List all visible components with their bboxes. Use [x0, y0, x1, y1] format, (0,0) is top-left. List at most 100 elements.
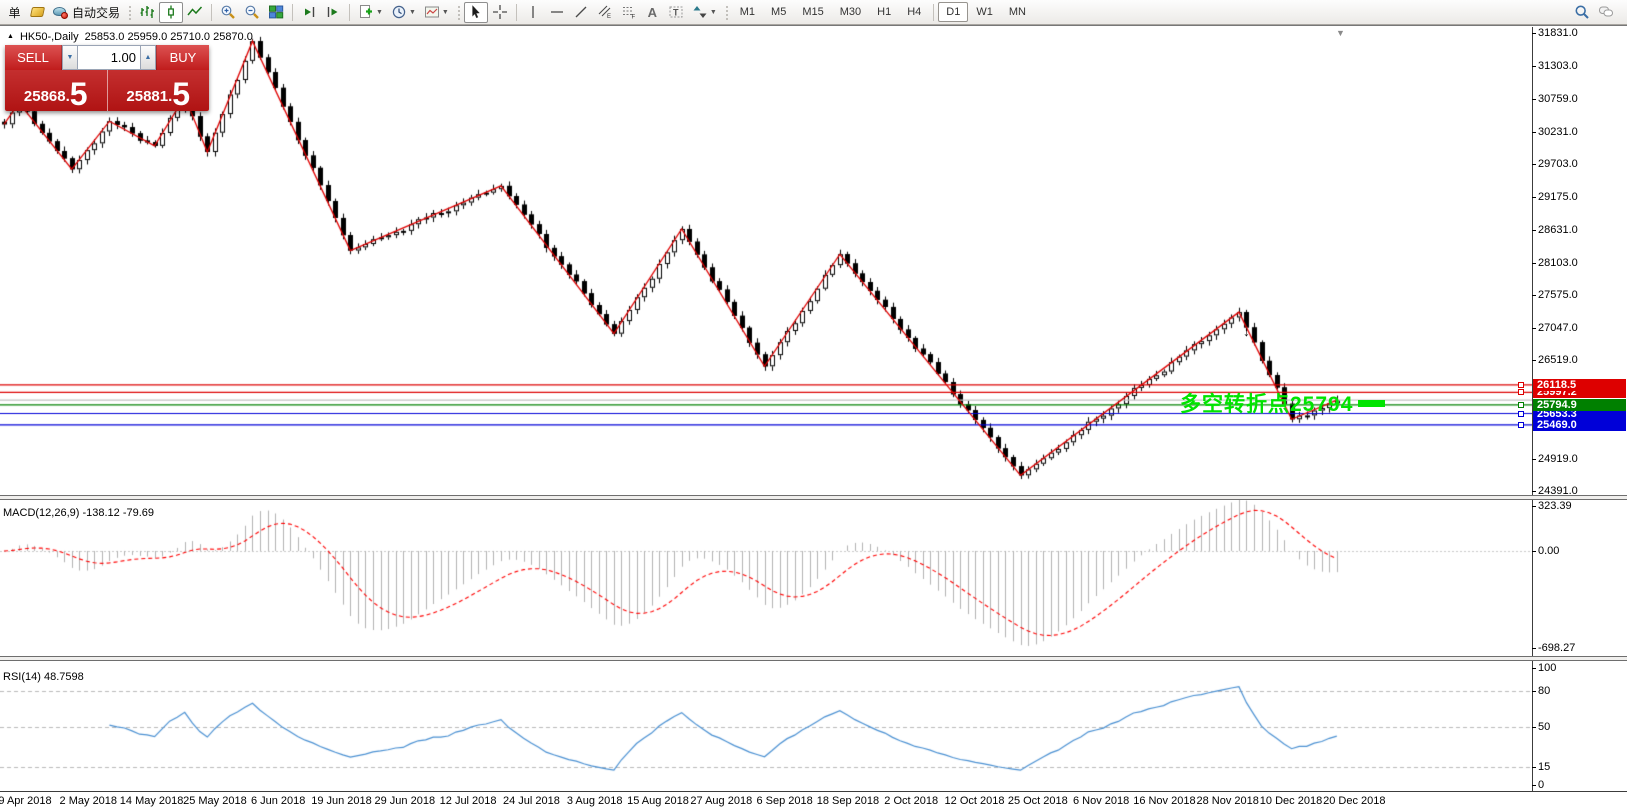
chart-shift-marker-icon[interactable]: ▼ — [1336, 28, 1345, 38]
zoom-out-icon — [245, 5, 259, 19]
timeframe-button-d1[interactable]: D1 — [938, 2, 969, 22]
search-button[interactable] — [1570, 2, 1594, 23]
rsi-axis-label: 0 — [1538, 779, 1545, 792]
timeframe-button-m30[interactable]: M30 — [839, 6, 862, 18]
market-watch-button[interactable] — [26, 2, 49, 23]
timeframe-button-m5[interactable]: M5 — [771, 6, 787, 18]
toolbar-drag-handle[interactable] — [455, 3, 461, 21]
volume-increase-button[interactable]: ▲ — [140, 45, 156, 70]
zoom-in-button[interactable] — [216, 2, 240, 23]
volume-input[interactable]: 1.00 — [78, 45, 140, 70]
vertical-line-icon — [532, 6, 534, 18]
fibonacci-icon: F — [622, 7, 635, 20]
collapse-triangle-icon[interactable]: ▲ — [7, 32, 14, 40]
line-chart-button[interactable] — [183, 2, 207, 23]
vertical-line-button[interactable] — [521, 2, 545, 23]
autotrade-label: 自动交易 — [72, 5, 121, 20]
timeframe-button-h4[interactable]: H4 — [907, 6, 922, 18]
horizontal-line-button[interactable] — [545, 2, 569, 23]
symbol-period-label: HK50-,Daily — [19, 31, 79, 43]
toolbar-drag-handle[interactable] — [127, 3, 133, 21]
trendline-button[interactable] — [569, 2, 593, 23]
horizontal-line-icon — [550, 11, 563, 13]
new-chart-icon — [360, 5, 373, 18]
arrows-button[interactable]: ▼ — [688, 2, 721, 23]
date-axis-label: 16 Nov 2018 — [1133, 795, 1196, 807]
bid-price[interactable]: 25868. 5 — [5, 70, 107, 111]
chart-shift-icon — [327, 7, 338, 17]
chart-annotation-text[interactable]: 多空转折点25794 — [1180, 393, 1354, 416]
level-price-badge: 26118.5 — [1533, 378, 1626, 391]
rsi-pane-canvas[interactable] — [0, 661, 1532, 791]
price-axis-label: 29175.0 — [1538, 190, 1578, 203]
macd-pane-canvas[interactable] — [0, 500, 1532, 656]
periods-button[interactable]: ▼ — [387, 2, 420, 23]
date-axis-label: 25 Oct 2018 — [1007, 795, 1068, 807]
down-arrow-object[interactable]: ↓ — [1243, 323, 1250, 339]
zoom-out-button[interactable] — [240, 2, 264, 23]
new-order-button[interactable]: 单 — [3, 2, 26, 23]
pane-resize-divider[interactable] — [0, 656, 1627, 661]
ohlc-values: 25853.0 25959.0 25710.0 25870.0 — [84, 31, 253, 43]
main-chart-canvas[interactable] — [0, 27, 1532, 495]
equidistant-channel-icon: E — [598, 5, 611, 20]
new-chart-button[interactable]: ▼ — [354, 2, 387, 23]
fibonacci-button[interactable]: F — [617, 2, 641, 23]
candlestick-chart-button[interactable] — [159, 1, 184, 23]
auto-scroll-button[interactable] — [297, 2, 321, 23]
date-axis-label: 10 Dec 2018 — [1259, 795, 1323, 807]
date-axis-label: 12 Oct 2018 — [944, 795, 1005, 807]
price-tick-mark — [1532, 458, 1536, 460]
price-axis-label: 31831.0 — [1538, 27, 1578, 40]
timeframe-button-mn[interactable]: MN — [1008, 6, 1026, 18]
buy-button[interactable]: BUY — [156, 45, 209, 70]
macd-axis-label: -698.27 — [1538, 642, 1576, 655]
chart-shift-button[interactable] — [321, 2, 345, 23]
line-chart-icon — [187, 6, 203, 16]
level-anchor-handle[interactable] — [1518, 381, 1524, 388]
timeframe-button-h1[interactable]: H1 — [877, 6, 892, 18]
level-anchor-handle[interactable] — [1518, 389, 1524, 396]
cursor-button[interactable] — [463, 1, 488, 23]
rsi-axis-label: 80 — [1538, 685, 1551, 698]
svg-text:E: E — [607, 14, 611, 20]
sell-button[interactable]: SELL — [5, 45, 62, 70]
price-axis-label: 24391.0 — [1538, 485, 1578, 498]
price-tick-mark — [1532, 491, 1536, 493]
price-axis-label: 26519.0 — [1538, 354, 1578, 367]
timeframe-button-m1[interactable]: M1 — [739, 6, 756, 18]
chat-icon — [1599, 6, 1613, 17]
chat-button[interactable] — [1594, 2, 1618, 23]
date-axis-label: 29 Jun 2018 — [374, 795, 436, 807]
timeframe-button-m15[interactable]: M15 — [802, 6, 824, 18]
crosshair-button[interactable] — [488, 2, 512, 23]
level-anchor-handle[interactable] — [1518, 401, 1524, 408]
date-axis-label: 20 Dec 2018 — [1323, 795, 1386, 807]
toolbar-drag-handle[interactable] — [723, 3, 729, 21]
tile-windows-icon — [269, 5, 284, 19]
text-label-button[interactable]: T — [664, 2, 688, 23]
volume-decrease-button[interactable]: ▼ — [62, 45, 78, 70]
rsi-tick-mark — [1532, 668, 1536, 670]
price-tick-mark — [1532, 262, 1536, 264]
timeframe-button-w1[interactable]: W1 — [976, 6, 993, 18]
pane-resize-divider[interactable] — [0, 495, 1627, 500]
templates-button[interactable]: ▼ — [420, 2, 453, 23]
macd-tick-mark — [1532, 505, 1536, 507]
level-anchor-handle[interactable] — [1518, 421, 1524, 428]
tile-windows-button[interactable] — [264, 2, 288, 23]
price-tick-mark — [1532, 131, 1536, 133]
ask-price[interactable]: 25881. 5 — [106, 70, 210, 112]
ask-price-big-digit: 5 — [172, 75, 191, 112]
equidistant-channel-button[interactable]: E — [593, 2, 617, 23]
dropdown-arrow-icon: ▼ — [408, 8, 416, 16]
level-anchor-handle[interactable] — [1518, 410, 1524, 417]
text-button[interactable]: A — [647, 4, 658, 20]
price-axis-label: 30231.0 — [1538, 125, 1578, 138]
autotrade-button[interactable]: 自动交易 — [49, 2, 124, 23]
annotation-dash-object[interactable] — [1358, 400, 1385, 407]
candlestick-chart-icon — [168, 5, 174, 19]
rsi-tick-mark — [1532, 785, 1536, 787]
bar-chart-button[interactable] — [135, 2, 159, 23]
time-axis-line — [0, 791, 1627, 792]
